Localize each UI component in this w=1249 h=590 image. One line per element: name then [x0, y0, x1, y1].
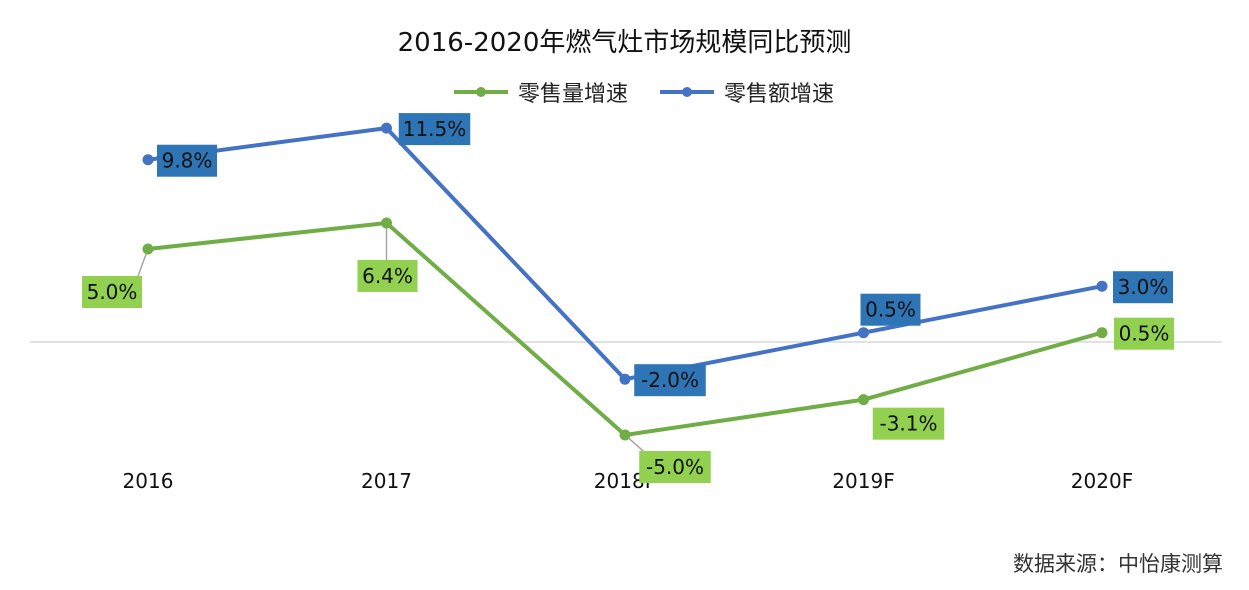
legend-item-sales-value-growth: 零售额增速	[660, 76, 834, 108]
data-label: -2.0%	[641, 368, 699, 392]
x-tick-label: 2019F	[832, 469, 894, 493]
data-label-box	[1114, 317, 1174, 350]
data-point	[858, 394, 869, 406]
data-label-box	[82, 276, 142, 308]
legend-label-sales-volume: 零售量增速	[518, 82, 629, 107]
data-label-box	[1113, 271, 1173, 304]
data-point	[619, 373, 631, 385]
legend-label-sales-value: 零售额增速	[724, 82, 835, 107]
data-label: 0.5%	[865, 298, 916, 322]
data-label-box	[634, 364, 706, 397]
legend-item-sales-volume-growth: 零售量增速	[454, 76, 628, 108]
data-point	[142, 243, 154, 255]
data-label: 9.8%	[162, 149, 213, 173]
data-label: -5.0%	[646, 455, 704, 479]
data-point	[1096, 280, 1108, 292]
data-label-box	[639, 451, 711, 483]
data-label-box	[860, 293, 921, 326]
legend-swatch-sales-value	[660, 76, 714, 108]
x-tick-label: 2020F	[1071, 469, 1133, 493]
data-label-box	[357, 259, 418, 292]
data-label: 0.5%	[1119, 322, 1170, 346]
chart-title: 2016-2020年燃气灶市场规模同比预测	[397, 28, 852, 58]
data-label-box	[872, 407, 945, 440]
data-point	[381, 217, 392, 229]
x-tick-label: 2016	[123, 469, 174, 493]
data-point	[1096, 327, 1108, 339]
data-label: 6.4%	[362, 264, 413, 288]
data-point	[381, 122, 392, 134]
data-label: -3.1%	[879, 412, 937, 436]
data-label-box	[157, 144, 217, 177]
data-point	[142, 154, 154, 166]
data-point	[619, 429, 631, 441]
data-label-box	[398, 113, 471, 146]
legend: 零售量增速 零售额增速	[0, 76, 1249, 108]
legend-swatch-sales-volume	[454, 76, 508, 108]
series-line-0	[146, 220, 1104, 437]
data-label: 11.5%	[403, 117, 467, 141]
source-note: 数据来源：中怡康测算	[1013, 552, 1223, 576]
data-point	[858, 327, 869, 339]
data-label: 3.0%	[1118, 275, 1169, 299]
x-tick-label: 2017	[361, 469, 412, 493]
data-label: 5.0%	[87, 280, 138, 304]
